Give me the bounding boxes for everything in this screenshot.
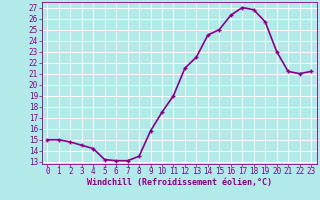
X-axis label: Windchill (Refroidissement éolien,°C): Windchill (Refroidissement éolien,°C) xyxy=(87,178,272,187)
